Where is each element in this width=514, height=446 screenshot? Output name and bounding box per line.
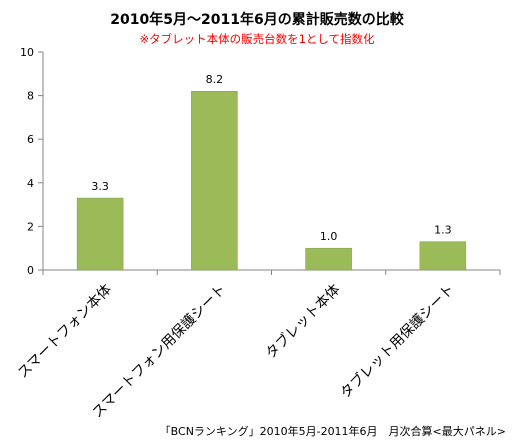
y-tick-label: 8 xyxy=(27,90,34,103)
bar xyxy=(76,197,124,271)
y-tick-label: 10 xyxy=(20,46,34,59)
bar xyxy=(419,241,467,271)
x-category-label: スマートフォン本体 xyxy=(15,282,115,382)
bar xyxy=(191,90,238,271)
bar xyxy=(305,247,352,271)
y-tick-label: 6 xyxy=(27,133,34,146)
data-label: 1.3 xyxy=(434,224,452,237)
y-tick-label: 4 xyxy=(27,177,34,190)
y-tick-label: 2 xyxy=(27,220,34,233)
y-tick-label: 0 xyxy=(27,264,34,277)
x-category-label: タブレット本体 xyxy=(262,281,343,362)
x-category-label: タブレット用保護シート xyxy=(337,281,458,402)
data-label: 3.3 xyxy=(91,180,109,193)
source-note: 「BCNランキング」2010年5月-2011年6月 月次合算<最大パネル> xyxy=(159,425,506,438)
data-label: 8.2 xyxy=(206,73,224,86)
x-category-label: スマートフォン用保護シート xyxy=(89,282,229,422)
chart-title: 2010年5月～2011年6月の累計販売数の比較 xyxy=(110,12,404,28)
chart-subtitle: ※タブレット本体の販売台数を1として指数化 xyxy=(139,32,375,46)
data-label: 1.0 xyxy=(320,230,338,243)
